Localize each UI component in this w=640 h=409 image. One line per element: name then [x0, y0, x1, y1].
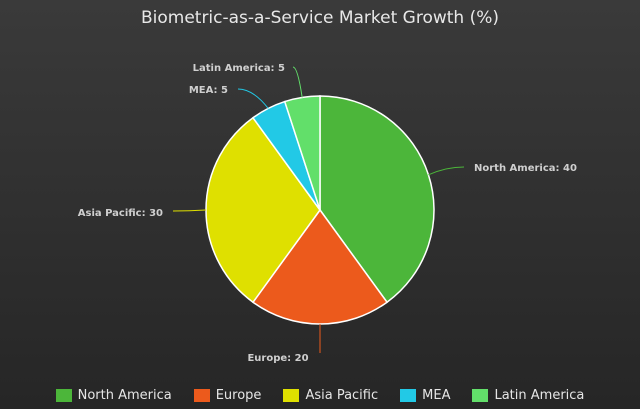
connector-asia-pacific: [172, 209, 207, 212]
connector-north-america: [428, 166, 465, 176]
pie-slice-europe[interactable]: [251, 208, 389, 325]
legend-label: North America: [77, 387, 172, 403]
connector-mea: [237, 88, 269, 109]
pie-slice-latin-america[interactable]: [283, 95, 321, 211]
pie-slice-asia-pacific[interactable]: [205, 116, 321, 304]
legend-label: Asia Pacific: [305, 387, 379, 403]
pie-chart: North America: 40 Europe: 20 Asia Pacific:…: [78, 63, 577, 364]
pie-slice-north-america[interactable]: [319, 95, 435, 304]
legend-item-mea[interactable]: MEA: [400, 388, 450, 403]
legend-label: Europe: [215, 387, 262, 403]
legend-item-asia-pacific[interactable]: Asia Pacific: [283, 388, 378, 403]
chart-title: Biometric-as-a-Service Market Growth (%): [140, 8, 500, 28]
data-label-asia-pacific: Asia Pacific: 30: [78, 208, 163, 219]
legend-item-europe[interactable]: Europe: [193, 387, 262, 403]
data-label-latin-america: Latin America: 5: [193, 63, 285, 74]
legend-label: MEA: [422, 387, 451, 403]
legend-item-north-america[interactable]: North America: [55, 387, 172, 403]
legend-swatch: [193, 388, 210, 402]
data-label-europe: Europe: 20: [247, 353, 308, 364]
legend: North America Europe Asia Pacific MEA Latin …: [0, 385, 640, 405]
legend-swatch: [472, 388, 489, 402]
legend-item-latin-america[interactable]: Latin America: [472, 388, 584, 403]
data-label-north-america: North America: 40: [474, 163, 577, 174]
legend-swatch: [400, 388, 417, 402]
legend-label: Latin America: [494, 387, 585, 403]
connector-latin-america: [292, 66, 303, 98]
legend-swatch: [55, 388, 72, 402]
data-label-mea: MEA: 5: [189, 85, 228, 96]
legend-swatch: [283, 388, 300, 402]
